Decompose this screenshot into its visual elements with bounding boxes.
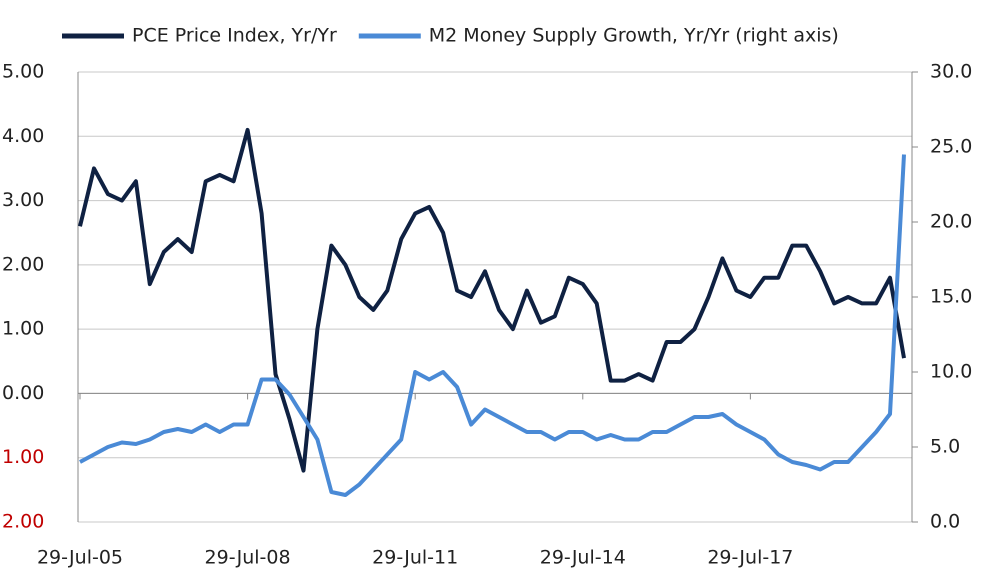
x-tick-label: 29-Jul-14: [540, 547, 626, 569]
y2-tick-label: 5.0: [930, 436, 960, 458]
series-line: [78, 127, 906, 473]
y-tick-label: 1.00: [2, 318, 44, 340]
x-tick-label: 29-Jul-08: [205, 547, 291, 569]
y-tick-label: 5.00: [2, 61, 44, 83]
y-tick-label: 0.00: [2, 382, 44, 404]
y-tick-label: 1.00: [2, 446, 44, 468]
y2-tick-label: 10.0: [930, 361, 972, 383]
y2-tick-label: 20.0: [930, 211, 972, 233]
y2-tick-label: 30.0: [930, 61, 972, 83]
legend-label: M2 Money Supply Growth, Yr/Yr (right axi…: [429, 25, 839, 47]
y-tick-label: 2.00: [2, 253, 44, 275]
y2-tick-label: 15.0: [930, 286, 972, 308]
y-tick-label: 2.00: [2, 511, 44, 533]
y-tick-label: 3.00: [2, 189, 44, 211]
legend-label: PCE Price Index, Yr/Yr: [132, 25, 337, 47]
x-tick-label: 29-Jul-11: [372, 547, 458, 569]
x-tick-label: 29-Jul-05: [37, 547, 123, 569]
y2-tick-label: 25.0: [930, 136, 972, 158]
x-tick-label: 29-Jul-17: [707, 547, 793, 569]
y2-tick-label: 0.0: [930, 511, 960, 533]
series-line: [79, 154, 906, 497]
y-tick-label: 4.00: [2, 125, 44, 147]
